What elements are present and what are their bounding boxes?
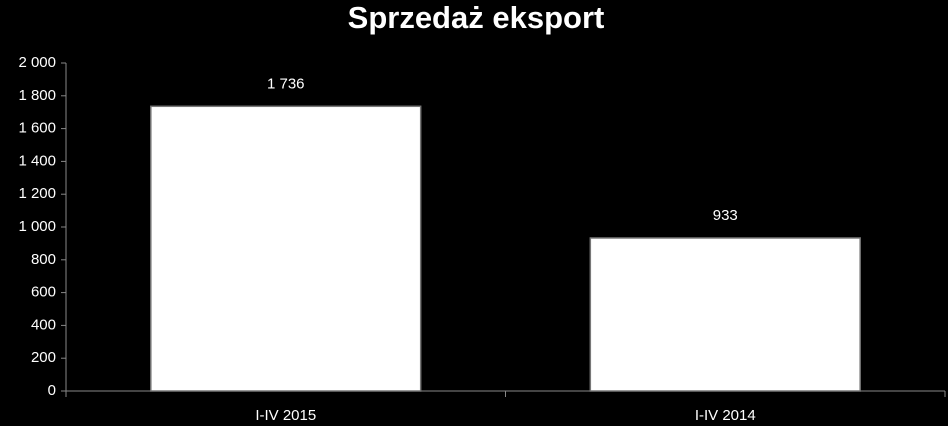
bar (150, 105, 422, 392)
y-tick-label: 800 (31, 251, 56, 268)
x-tick-label: I-IV 2014 (695, 407, 756, 424)
y-tick-label: 200 (31, 349, 56, 366)
data-label: 1 736 (267, 75, 305, 92)
y-tick-label: 1 600 (18, 120, 56, 137)
x-tick-label: I-IV 2015 (255, 407, 316, 424)
y-tick-label: 1 000 (18, 218, 56, 235)
y-tick-label: 400 (31, 316, 56, 333)
bar (589, 237, 861, 392)
chart-title: Sprzedaż eksport (348, 0, 605, 35)
y-tick-label: 600 (31, 284, 56, 301)
y-tick-label: 1 800 (18, 87, 56, 104)
y-tick-label: 0 (48, 382, 56, 399)
y-tick-label: 2 000 (18, 54, 56, 71)
y-tick-label: 1 400 (18, 152, 56, 169)
data-label: 933 (713, 207, 738, 224)
y-tick-label: 1 200 (18, 185, 56, 202)
